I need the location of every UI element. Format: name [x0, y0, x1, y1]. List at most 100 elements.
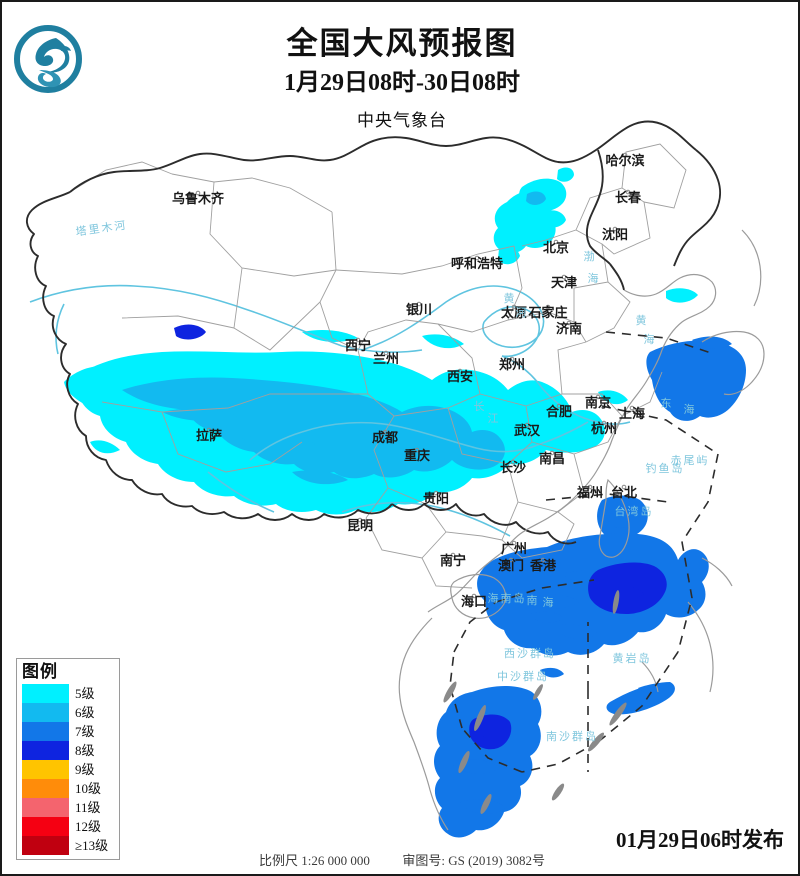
national-border — [26, 120, 722, 545]
page-title: 全国大风预报图 — [286, 26, 518, 61]
city-label: 长沙 — [500, 459, 526, 475]
city-label: 乌鲁木齐 — [172, 190, 225, 206]
city-label: 西安 — [447, 368, 473, 384]
city-marker-dot — [556, 403, 562, 409]
city-marker-dot — [457, 368, 463, 374]
geo-feature-label: 长 — [474, 400, 487, 413]
city-name-text: 台北 — [611, 485, 637, 500]
city-name-text: 香港 — [529, 558, 557, 573]
city-marker-dot — [206, 427, 212, 433]
city-marker-dot — [540, 557, 546, 563]
geo-feature-label: 东 — [661, 397, 674, 410]
legend-item: 8级 — [22, 741, 115, 760]
city-marker-dot — [595, 394, 601, 400]
city-marker-dot — [450, 552, 456, 558]
city-marker-dot — [471, 593, 477, 599]
city-marker-dot — [511, 540, 517, 546]
city-label: 长春 — [615, 189, 642, 205]
city-marker-dot — [382, 429, 388, 435]
geo-feature-label: 河 — [516, 306, 529, 319]
city-marker-dot — [508, 557, 514, 563]
city-marker-dot — [357, 517, 363, 523]
city-name-text: 上海 — [619, 406, 645, 421]
legend-item-label: 9级 — [75, 762, 95, 777]
city-label: 太原 — [500, 304, 527, 320]
geo-feature-label: 海南岛 — [488, 591, 527, 605]
city-name-text: 呼和浩特 — [451, 256, 503, 271]
city-marker-dot — [509, 356, 515, 362]
cma-dragon-logo — [14, 25, 82, 93]
city-name-text: 杭州 — [591, 421, 617, 436]
city-marker-dot — [383, 350, 389, 356]
city-label: 南宁 — [440, 552, 466, 568]
legend-color-swatch — [22, 798, 69, 817]
legend-color-swatch — [22, 817, 69, 836]
city-label: 石家庄 — [527, 304, 568, 320]
dashed-boundary-lines — [449, 331, 719, 773]
city-marker-dot — [474, 255, 480, 261]
city-label: 武汉 — [514, 422, 541, 438]
city-name-text: 昆明 — [347, 518, 373, 533]
city-name-text: 北京 — [543, 240, 569, 255]
city-name-text: 南宁 — [440, 553, 466, 568]
city-marker-dot — [621, 484, 627, 490]
legend-color-swatch — [22, 836, 69, 855]
map-header: 全国大风预报图 1月29日08时-30日08时 中央气象台 — [2, 2, 798, 142]
geo-feature-label: 黄岩岛 — [613, 651, 652, 665]
city-name-text: 澳门 — [498, 558, 524, 573]
city-label: 郑州 — [499, 356, 525, 372]
forecast-period: 1月29日08时-30日08时 — [284, 70, 520, 96]
legend-item-label: 11级 — [75, 800, 101, 815]
geo-feature-label: 黄 — [636, 313, 649, 327]
city-name-text: 郑州 — [499, 357, 525, 372]
geo-feature-label: 海 — [644, 332, 657, 346]
city-label: 哈尔滨 — [605, 152, 645, 168]
city-name-text: 天津 — [551, 275, 577, 290]
province-borders — [69, 143, 687, 589]
city-label: 广州 — [501, 540, 527, 556]
city-name-text: 济南 — [556, 321, 582, 336]
legend-item: 12级 — [22, 817, 115, 836]
city-label: 台北 — [611, 484, 637, 500]
rivers — [29, 284, 631, 537]
geo-feature-label: 渤 — [584, 250, 597, 263]
city-name-text: 海口 — [461, 594, 487, 609]
geo-feature-label: 海 — [588, 271, 601, 285]
legend-item-label: 5级 — [75, 686, 95, 701]
city-label: 兰州 — [373, 350, 399, 366]
city-marker-dot — [625, 189, 631, 195]
city-label: 银川 — [406, 301, 432, 317]
legend-color-swatch — [22, 741, 69, 760]
city-name-text: 西宁 — [345, 338, 371, 353]
legend-item-label: ≥13级 — [75, 838, 109, 853]
city-label: 济南 — [556, 320, 582, 336]
city-name-text: 广州 — [501, 541, 527, 556]
legend-color-swatch — [22, 760, 69, 779]
city-name-text: 南昌 — [539, 451, 565, 466]
geo-feature-label: 海 — [684, 402, 697, 416]
legend-item: 9级 — [22, 760, 115, 779]
city-label: 上海 — [619, 405, 645, 421]
legend-color-swatch — [22, 703, 69, 722]
city-name-text: 哈尔滨 — [605, 153, 644, 168]
legend-item: 5级 — [22, 684, 115, 703]
city-name-text: 合肥 — [546, 404, 572, 419]
coastline — [398, 229, 765, 831]
legend-item-label: 10级 — [75, 781, 102, 796]
city-name-text: 石家庄 — [527, 305, 567, 320]
city-name-text: 重庆 — [404, 448, 430, 463]
legend-items: 5级 6级 7级 8级 9级 10级 11级 12级 ≥13级 — [22, 684, 115, 855]
city-label: 南昌 — [539, 450, 565, 466]
geo-feature-label: 海 — [543, 595, 556, 609]
map-scale: 比例尺 1:26 000 000 — [258, 853, 370, 868]
city-name-text: 兰州 — [373, 351, 399, 366]
city-marker-dot — [524, 422, 530, 428]
city-label: 福州 — [576, 484, 603, 500]
city-marker-dot — [414, 447, 420, 453]
geo-feature-label: 黄 — [504, 291, 517, 305]
city-name-text: 福州 — [576, 485, 603, 500]
city-label: 香港 — [529, 557, 557, 573]
release-time: 01月29日06时发布 — [616, 828, 784, 852]
city-label: 南京 — [585, 394, 611, 410]
legend-item: 6级 — [22, 703, 115, 722]
